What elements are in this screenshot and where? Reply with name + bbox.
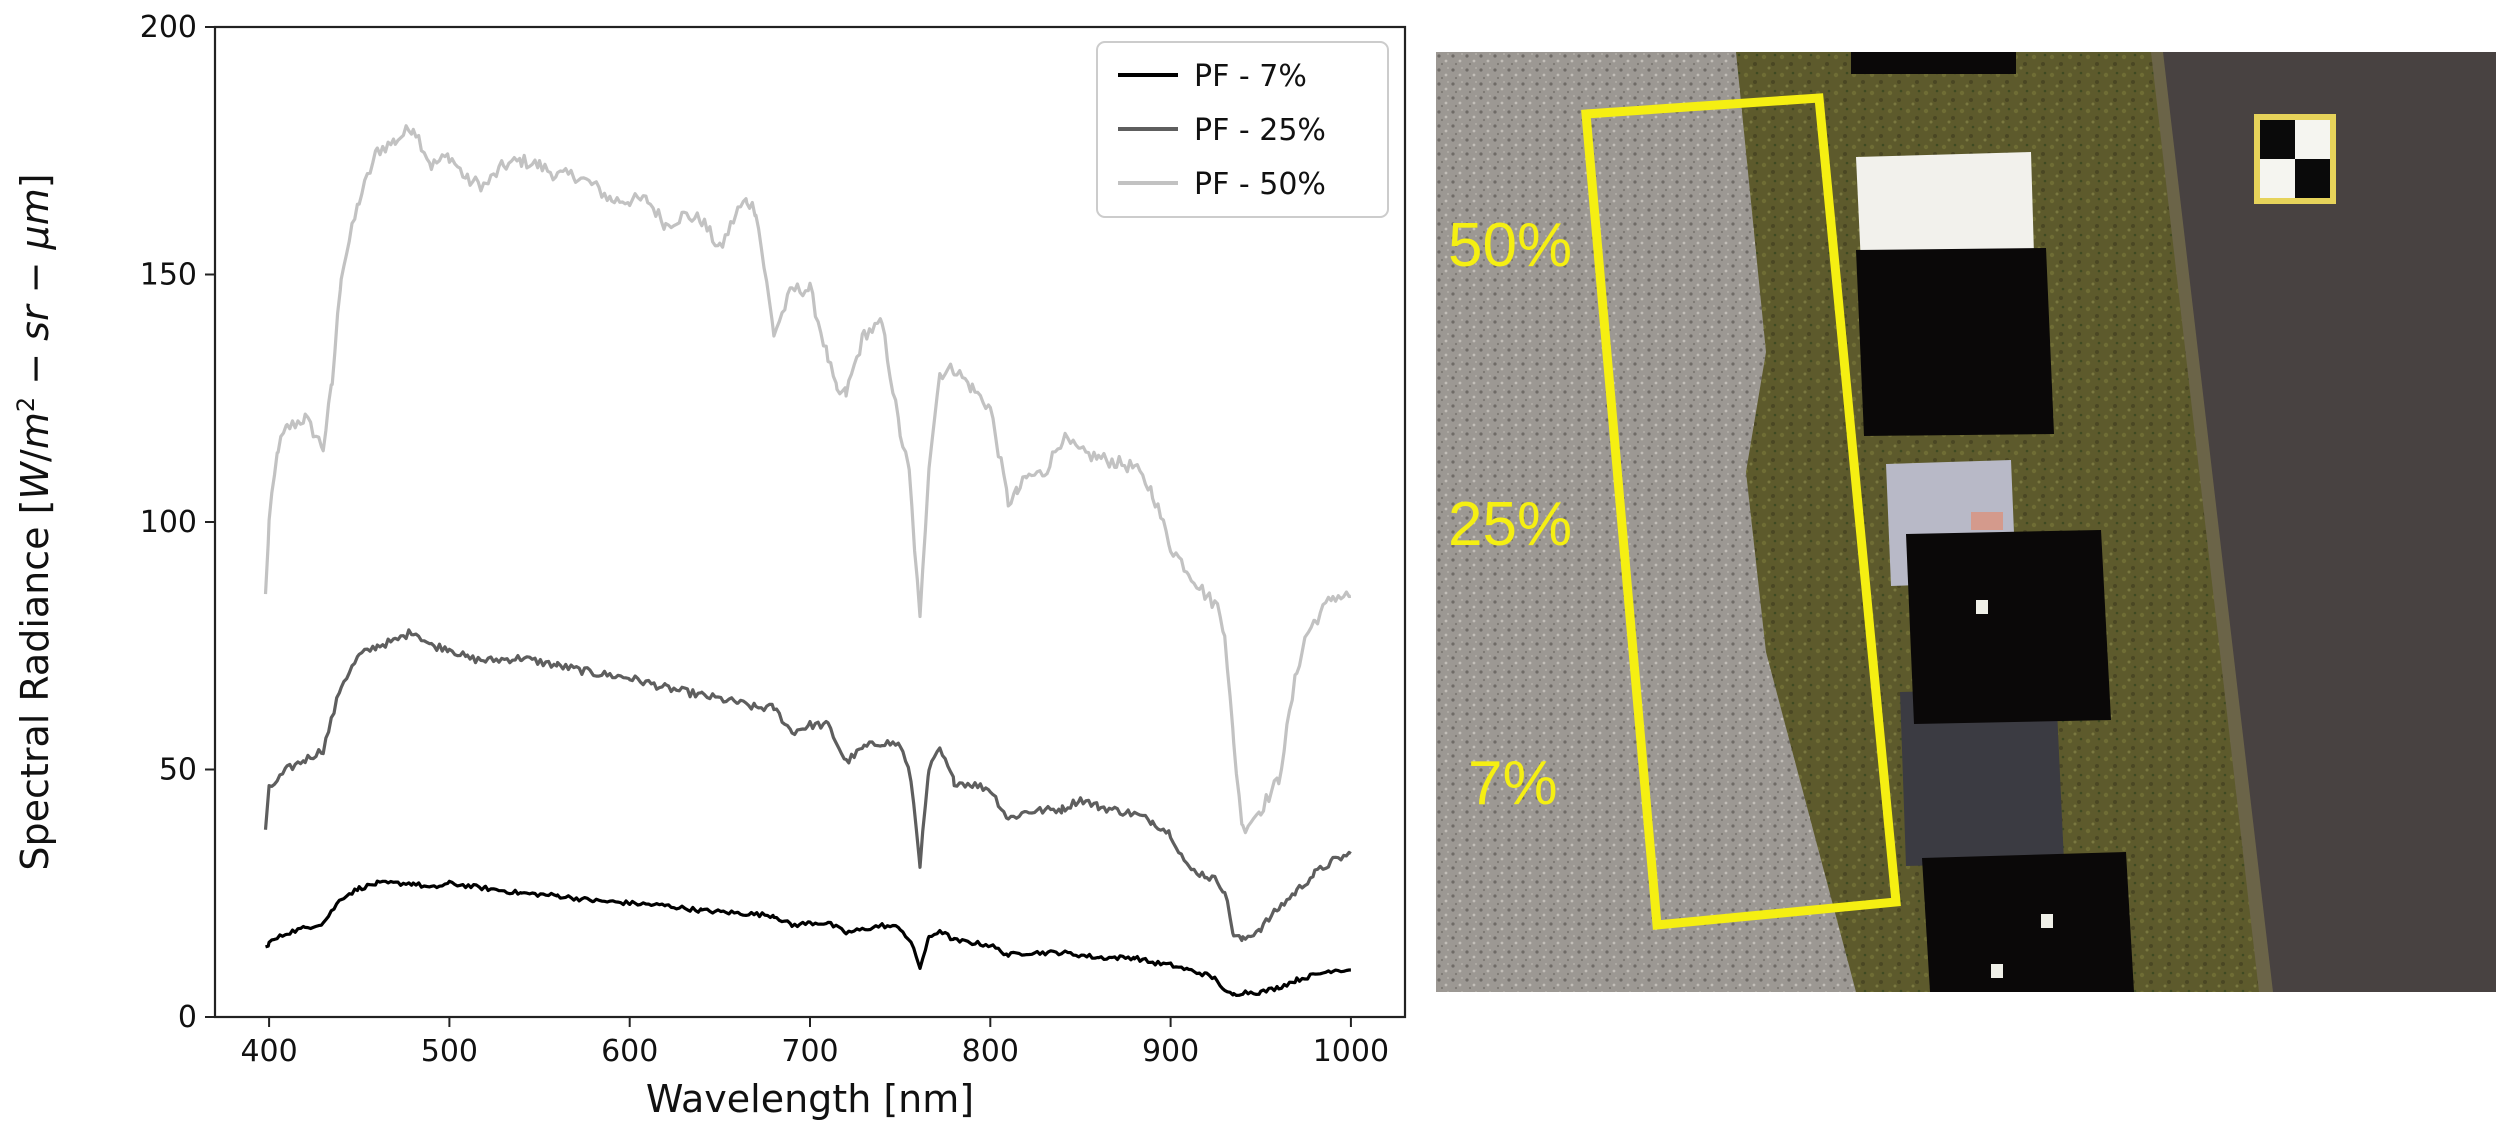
pink-marker	[1971, 512, 2003, 530]
series-line-0	[265, 879, 1351, 998]
label-25: 25%	[1448, 490, 1572, 559]
x-tick-label-6: 1000	[1313, 1034, 1389, 1069]
checkerboard-target	[2254, 114, 2336, 204]
legend: PF - 7% PF - 25% PF - 50%	[1096, 41, 1389, 218]
x-axis-ticks: 400 500 600 700 800 900 1000	[240, 1017, 1389, 1069]
black-target-2	[1906, 530, 2111, 724]
legend-box	[1096, 41, 1389, 218]
series-line-2	[263, 124, 1352, 835]
black-target-1	[1856, 248, 2054, 436]
legend-label-pf-25: PF - 25%	[1194, 113, 1326, 148]
legend-label-pf-50: PF - 50%	[1194, 167, 1326, 202]
spectral-radiance-chart: 400 500 600 700 800 900 1000 0 50 100 150 200 Wave…	[12, 10, 1407, 1121]
x-tick-label-4: 800	[962, 1034, 1019, 1069]
y-tick-label-0: 0	[178, 1000, 197, 1035]
highlight-box	[1581, 93, 1901, 930]
aerial-photo: 50% 25% 7%	[1436, 52, 2496, 992]
series-line-1	[263, 628, 1352, 943]
aerial-photo-panel: 50% 25% 7%	[1436, 52, 2496, 992]
x-axis-title: Wavelength [nm]	[646, 1077, 974, 1121]
y-tick-label-2: 100	[140, 505, 197, 540]
x-tick-label-2: 600	[601, 1034, 658, 1069]
x-tick-label-0: 400	[240, 1034, 297, 1069]
label-50: 50%	[1448, 211, 1572, 280]
black-target-top	[1851, 52, 2016, 74]
y-tick-label-4: 200	[140, 10, 197, 45]
marker-dot-1	[1976, 600, 1988, 614]
y-axis-ticks: 0 50 100 150 200	[140, 10, 215, 1035]
black-target-3	[1922, 852, 2134, 992]
dark-panel-7	[1900, 688, 2064, 866]
legend-label-pf-7: PF - 7%	[1194, 59, 1307, 94]
x-tick-label-1: 500	[421, 1034, 478, 1069]
plot-lines-group	[263, 124, 1352, 998]
x-tick-label-5: 900	[1142, 1034, 1199, 1069]
road-edge	[2151, 52, 2273, 992]
y-tick-label-1: 50	[159, 753, 197, 788]
marker-dot-2	[2041, 914, 2053, 928]
marker-dot-3	[1991, 964, 2003, 978]
y-axis-title: Spectral Radiance [W/m2 − sr − μm]	[12, 173, 57, 870]
label-7: 7%	[1468, 749, 1558, 818]
y-tick-label-3: 150	[140, 258, 197, 293]
x-tick-label-3: 700	[781, 1034, 838, 1069]
